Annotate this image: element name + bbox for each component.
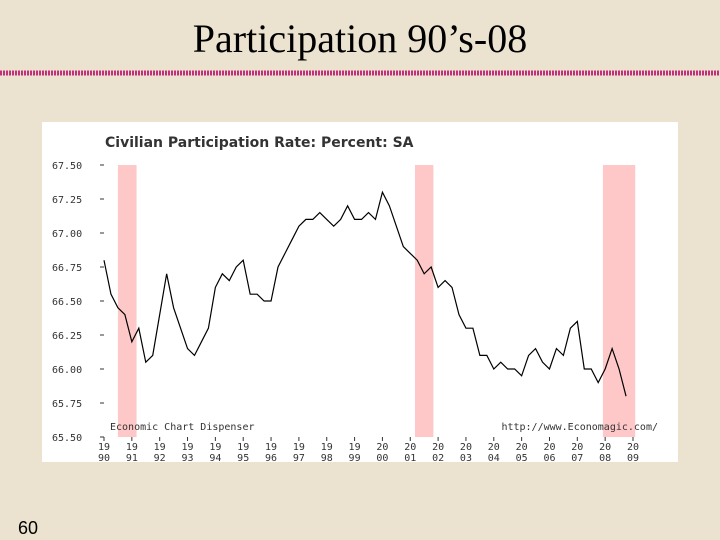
x-tick-label: 20 <box>432 442 444 453</box>
x-tick-label: 20 <box>516 442 528 453</box>
x-tick-label: 04 <box>488 453 500 464</box>
chart-title: Civilian Participation Rate: Percent: SA <box>105 135 414 151</box>
x-tick-label: 93 <box>182 453 194 464</box>
x-tick-label: 99 <box>349 453 361 464</box>
x-tick-label: 09 <box>627 453 639 464</box>
x-tick-label: 19 <box>154 442 166 453</box>
x-tick-label: 92 <box>154 453 166 464</box>
recession-band <box>414 165 434 437</box>
y-tick-label: 66.75 <box>52 263 82 274</box>
x-tick-label: 20 <box>543 442 555 453</box>
x-tick-label: 19 <box>209 442 221 453</box>
x-tick-label: 19 <box>265 442 277 453</box>
x-tick-label: 94 <box>209 453 221 464</box>
x-tick-label: 19 <box>321 442 333 453</box>
x-tick-label: 96 <box>265 453 277 464</box>
x-tick-label: 19 <box>293 442 305 453</box>
x-tick-label: 91 <box>126 453 138 464</box>
x-tick-label: 19 <box>126 442 138 453</box>
y-tick-label: 66.50 <box>52 297 82 308</box>
y-tick-label: 66.25 <box>52 331 82 342</box>
x-tick-label: 07 <box>571 453 583 464</box>
recession-band <box>117 165 137 437</box>
x-tick-label: 02 <box>432 453 444 464</box>
x-tick-label: 19 <box>349 442 361 453</box>
plot: 65.50 65.75 66.00 66.25 66.50 66.75 67.00 67.25… <box>52 161 658 464</box>
slide-title: Participation 90’s-08 <box>193 16 527 61</box>
x-tick-label: 97 <box>293 453 305 464</box>
x-tick-label: 06 <box>543 453 555 464</box>
y-tick-label: 66.00 <box>52 365 82 376</box>
annotation: Economic Chart Dispenser <box>110 422 255 433</box>
series-line <box>103 190 627 397</box>
chart-background <box>42 122 678 462</box>
x-tick-label: 19 <box>237 442 249 453</box>
x-tick-label: 20 <box>627 442 639 453</box>
x-tick-label: 90 <box>98 453 110 464</box>
x-tick-label: 20 <box>460 442 472 453</box>
x-tick-label: 95 <box>237 453 249 464</box>
x-tick-label: 08 <box>599 453 611 464</box>
recession-band <box>602 165 636 437</box>
x-tick-label: 00 <box>376 453 388 464</box>
y-tick-label: 65.75 <box>52 399 82 410</box>
x-tick-label: 19 <box>182 442 194 453</box>
page-number: 60 <box>18 518 38 538</box>
annotation: http://www.Economagic.com/ <box>501 422 658 433</box>
x-tick-label: 05 <box>516 453 528 464</box>
y-tick-label: 67.50 <box>52 161 82 172</box>
x-tick-label: 19 <box>98 442 110 453</box>
x-tick-label: 20 <box>488 442 500 453</box>
y-tick-label: 65.50 <box>52 433 82 444</box>
x-tick-label: 20 <box>404 442 416 453</box>
x-tick-label: 20 <box>571 442 583 453</box>
x-tick-label: 20 <box>599 442 611 453</box>
y-tick-label: 67.25 <box>52 195 82 206</box>
y-tick-label: 67.00 <box>52 229 82 240</box>
x-tick-label: 03 <box>460 453 472 464</box>
x-tick-label: 98 <box>321 453 333 464</box>
x-tick-label: 01 <box>404 453 416 464</box>
x-tick-label: 20 <box>376 442 388 453</box>
